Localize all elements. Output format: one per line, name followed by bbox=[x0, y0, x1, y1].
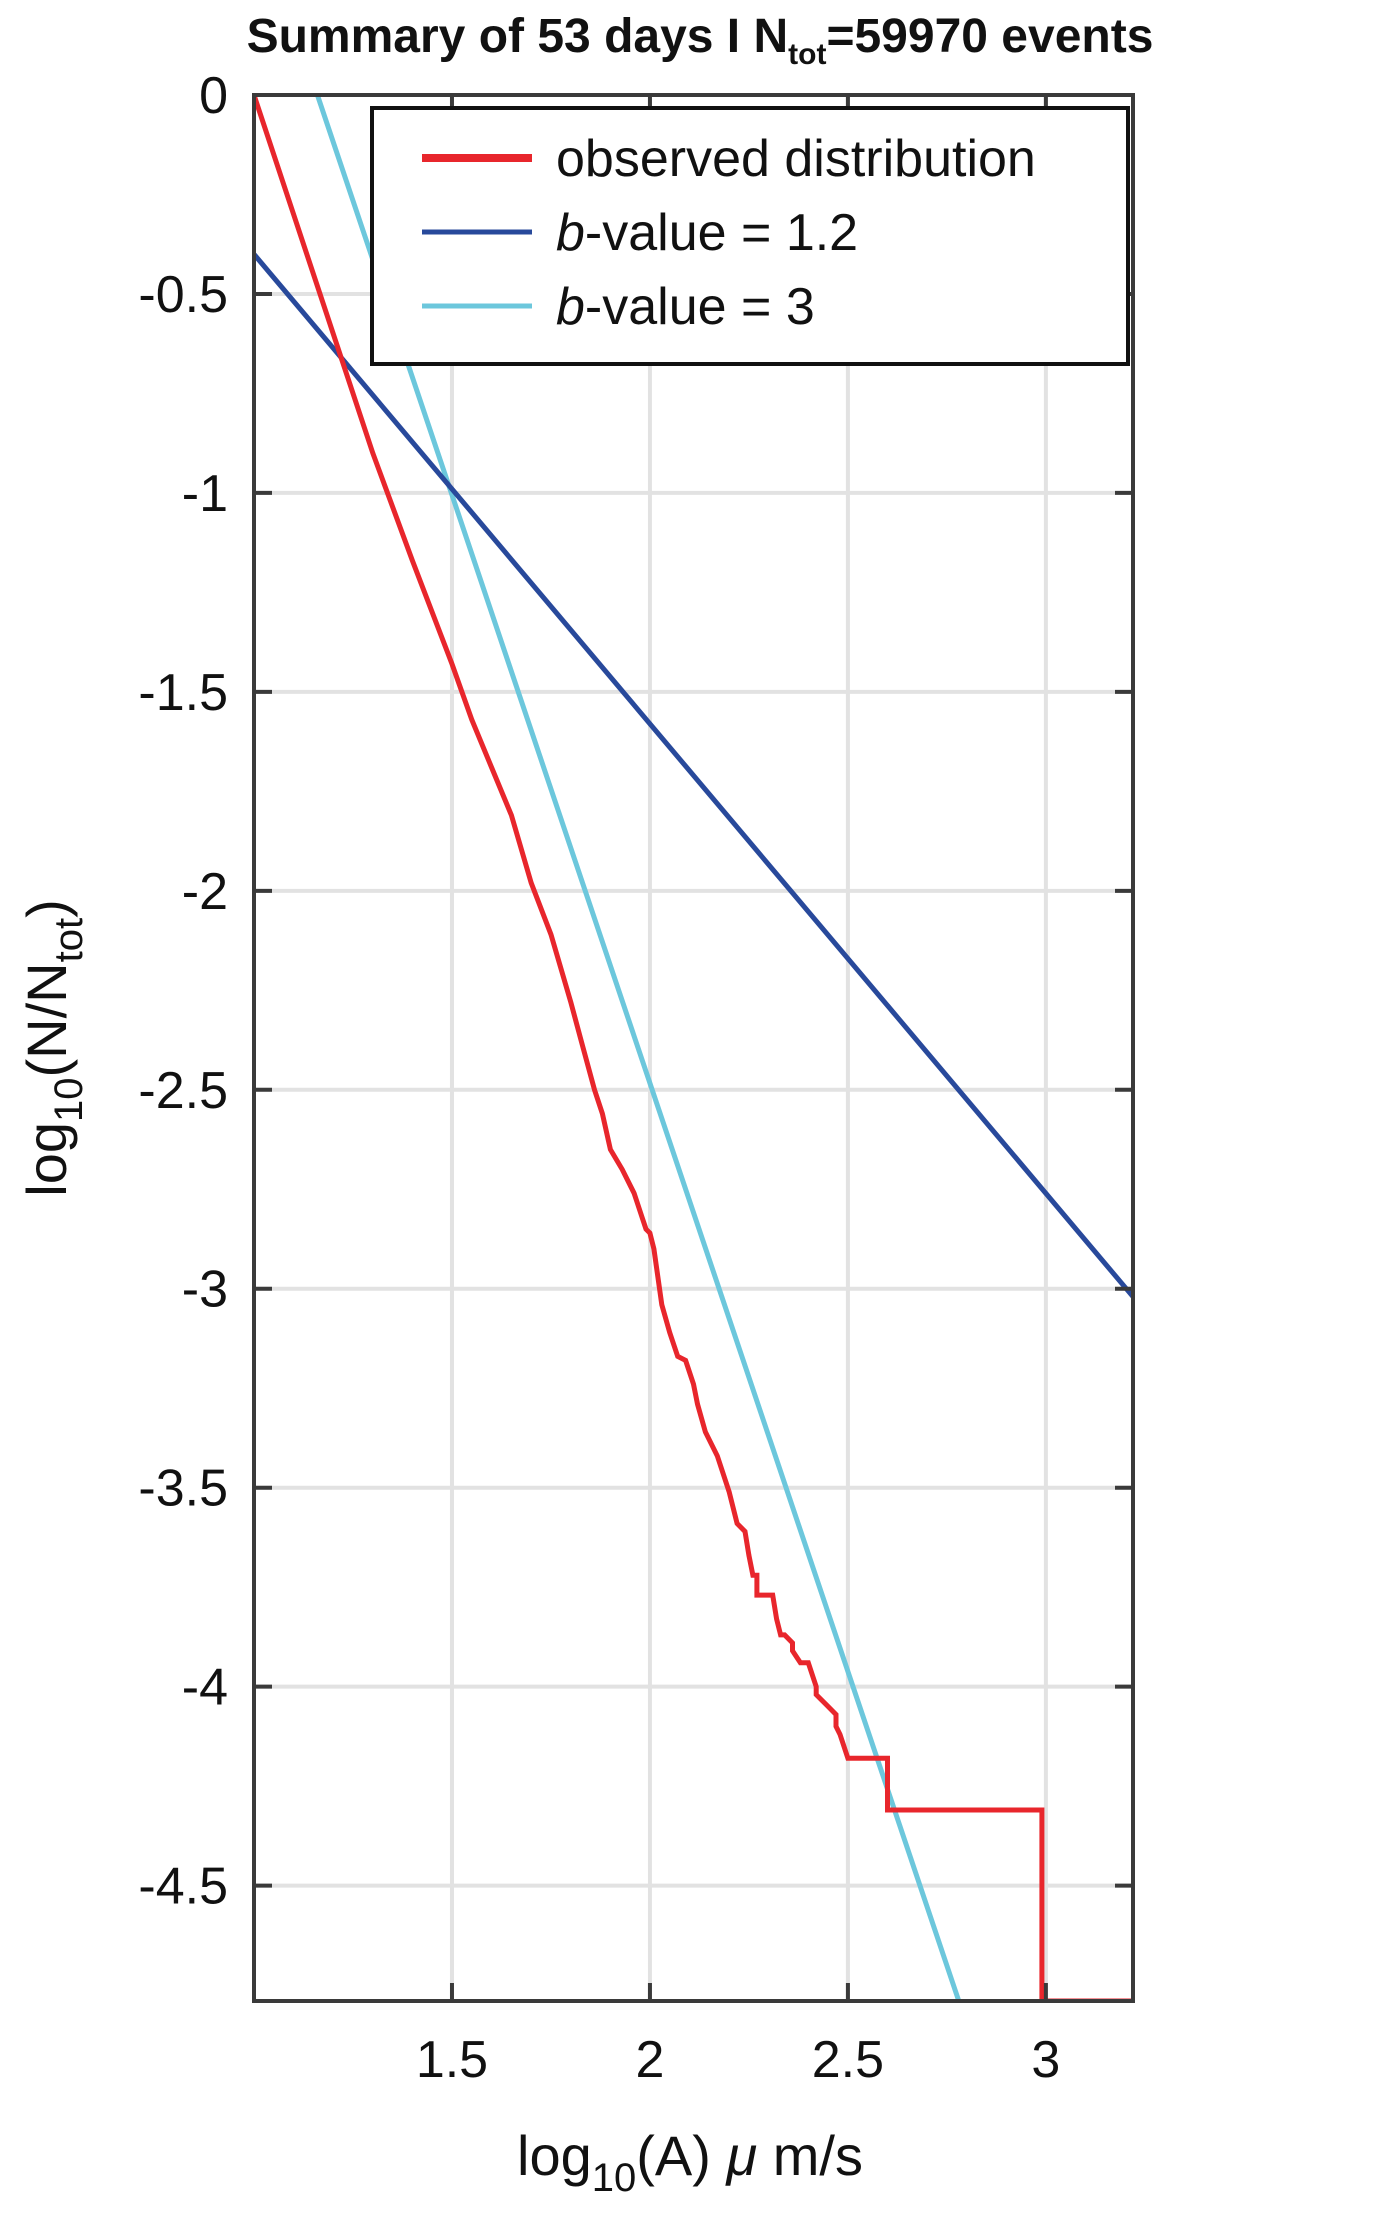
series-line-2 bbox=[315, 95, 962, 2001]
legend-label: b-value = 3 bbox=[556, 278, 815, 336]
series-line-0 bbox=[254, 95, 1133, 2001]
y-axis-label: log10(N/Ntot) bbox=[15, 899, 91, 1196]
chart-title: Summary of 53 days I Ntot=59970 events bbox=[247, 10, 1154, 71]
title-subscript: tot bbox=[788, 38, 826, 71]
x-tick-label: 2 bbox=[635, 2031, 664, 2089]
title-prefix: Summary of 53 days I N bbox=[247, 10, 789, 63]
y-tick-label: -3 bbox=[182, 1261, 228, 1319]
legend-label-text: -value = 3 bbox=[585, 278, 815, 336]
legend-box bbox=[370, 106, 1130, 366]
x-tick-label: 3 bbox=[1031, 2031, 1060, 2089]
y-label-close: ) bbox=[15, 899, 78, 918]
series-layer bbox=[254, 95, 1133, 2001]
x-label-subscript: 10 bbox=[592, 2156, 637, 2200]
y-label-subscript: 10 bbox=[47, 1078, 91, 1123]
x-label-unit: m/s bbox=[757, 2124, 863, 2187]
y-tick-label: -4.5 bbox=[138, 1858, 228, 1916]
y-tick-label: -2.5 bbox=[138, 1062, 228, 1120]
y-tick-label: -3.5 bbox=[138, 1460, 228, 1518]
plot-area bbox=[254, 95, 1133, 2001]
legend-label: observed distribution bbox=[556, 130, 1036, 188]
x-axis-label: log10(A) μ m/s bbox=[517, 2124, 863, 2200]
legend-label-italic: b bbox=[556, 278, 585, 336]
x-tick-label: 1.5 bbox=[416, 2031, 488, 2089]
legend-label-text: -value = 1.2 bbox=[585, 204, 858, 262]
y-tick-label: -1 bbox=[182, 465, 228, 523]
x-label-log: log bbox=[517, 2124, 592, 2187]
x-label-mid: (A) bbox=[636, 2124, 726, 2187]
y-label-log: log bbox=[15, 1122, 78, 1197]
axes-box bbox=[252, 93, 1135, 2003]
legend-label-italic: b bbox=[556, 204, 585, 262]
y-tick-label: -1.5 bbox=[138, 664, 228, 722]
legend-label-text: observed distribution bbox=[556, 130, 1036, 188]
x-label-mu: μ bbox=[725, 2124, 758, 2187]
y-tick-label: -0.5 bbox=[138, 266, 228, 324]
legend-label: b-value = 1.2 bbox=[556, 204, 858, 262]
title-suffix: =59970 events bbox=[826, 10, 1153, 63]
y-label-mid: (N/N bbox=[15, 962, 78, 1077]
tick-layer: 1.5 2 2.5 3 0 -0.5 -1 -1.5 -2 -2.5 -3 -3.5 -4 -4.5 bbox=[138, 67, 1133, 2089]
y-tick-label: -2 bbox=[182, 863, 228, 921]
series-line-1 bbox=[254, 252, 1133, 1299]
y-tick-label: -4 bbox=[182, 1659, 228, 1717]
x-tick-label: 2.5 bbox=[812, 2031, 884, 2089]
y-label-subscript-2: tot bbox=[47, 918, 91, 962]
y-tick-label: 0 bbox=[199, 67, 228, 125]
